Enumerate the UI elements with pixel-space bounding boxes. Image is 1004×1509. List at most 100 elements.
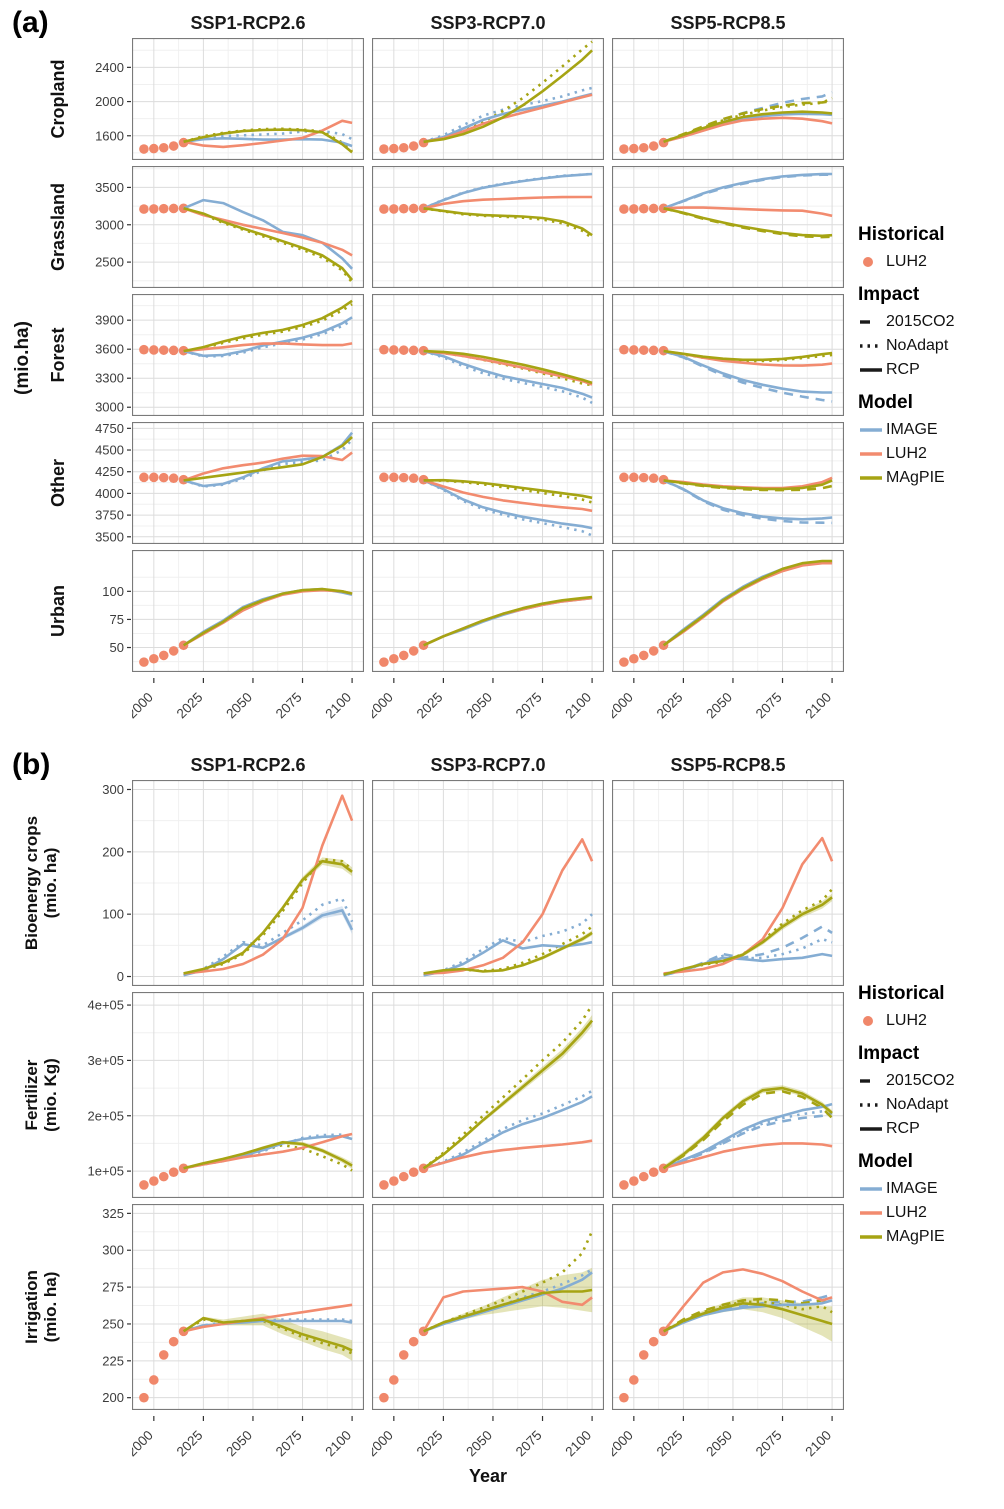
y-axis-strip: 1e+05 2e+05 3e+05 4e+05: [68, 992, 132, 1198]
row-label-cell: Bioenergy crops (mio. ha): [14, 780, 68, 986]
row-cropland: Cropland 1600 2000 2400: [14, 38, 1004, 160]
facet-plot-a-row2-col2: [612, 294, 844, 416]
y-axis-strip: 0 100 200 300: [68, 780, 132, 986]
legend-key-svg: [860, 1079, 882, 1083]
svg-text:3300: 3300: [95, 371, 124, 386]
svg-text:3000: 3000: [95, 217, 124, 232]
legend-item-label: IMAGE: [886, 421, 938, 438]
column-title-ssp1-rcp2-6: SSP1-RCP2.6: [190, 13, 306, 33]
legend-item-rcp: RCP: [858, 358, 1004, 382]
legend-item-label: 2015CO2: [886, 1072, 955, 1089]
svg-text:2050: 2050: [463, 1428, 495, 1460]
row-label-text: Urban: [47, 584, 68, 638]
svg-text:2000: 2000: [132, 690, 156, 722]
legend-item-label: LUH2: [886, 1204, 927, 1221]
row-label-text: Irrigation (mio. ha): [21, 1270, 60, 1344]
legend-item-label: MAgPIE: [886, 1228, 945, 1245]
legend-key-svg: [860, 320, 882, 324]
legend-item-magpie: MAgPIE: [858, 1225, 1004, 1249]
svg-text:2500: 2500: [95, 255, 124, 270]
legend-line-key-icon: [858, 338, 886, 354]
legend-group-title: Impact: [858, 1043, 920, 1064]
y-axis-a-row4: 50 75 100: [102, 584, 131, 655]
svg-text:200: 200: [102, 844, 124, 859]
svg-text:2025: 2025: [414, 1428, 446, 1460]
row-other: Other 3500 3750 4000 4250 4500 4750: [14, 422, 1004, 544]
svg-text:2075: 2075: [273, 1428, 305, 1460]
legend-group-title: Impact: [858, 284, 920, 305]
facet-cell: [372, 38, 604, 160]
facet-cell: [612, 780, 844, 986]
y-axis-strip: 50 75 100: [76, 550, 132, 672]
legend-group-title: Historical: [858, 983, 945, 1004]
svg-text:2400: 2400: [95, 60, 124, 75]
legend-group-title: Model: [858, 392, 913, 413]
legend-item-rcp: RCP: [858, 1117, 1004, 1141]
legend-item-label: NoAdapt: [886, 1096, 949, 1113]
y-axis-a-row1: 2500 3000 3500: [95, 180, 131, 270]
svg-text:275: 275: [102, 1280, 124, 1295]
x-axis-row: 2000 2025 2050 2075 2100 2000 2025 2050 2075 2100…: [14, 1416, 1004, 1464]
legend: Historical LUH2 Impact 2015CO2 NoAdapt RCP Mod…: [858, 224, 1004, 500]
y-axis-strip: 200 225 250 275 300 325: [68, 1204, 132, 1410]
facet-cell: [132, 422, 364, 544]
x-axis-a-col0: 2000 2025 2050 2075 2100: [132, 678, 354, 722]
x-axis-strip: 2000 2025 2050 2075 2100: [132, 678, 364, 726]
facet-cell: [372, 166, 604, 288]
facet-plot-b-row1-col0: [132, 992, 364, 1198]
row-label-cell: Other: [40, 422, 76, 544]
svg-text:2e+05: 2e+05: [87, 1108, 124, 1123]
legend-line-key-icon: [858, 1073, 886, 1089]
facet-cell: [612, 38, 844, 160]
y-axis-a-row2: 3000 3300 3600 3900: [95, 313, 131, 415]
legend-line-key-icon: [858, 422, 886, 438]
panel-a-label: (a): [12, 6, 49, 39]
legend-item-2015co2: 2015CO2: [858, 1069, 1004, 1093]
y-axis-b-row0: 0 100 200 300: [102, 782, 131, 984]
svg-text:2025: 2025: [654, 690, 686, 722]
svg-text:2075: 2075: [273, 690, 305, 722]
legend-group-impact: Impact 2015CO2 NoAdapt RCP: [858, 284, 1004, 382]
x-axis-b-col0: 2000 2025 2050 2075 2100: [132, 1416, 354, 1460]
legend-line-key-icon: [858, 362, 886, 378]
legend-line-key-icon: [858, 1229, 886, 1245]
svg-text:2025: 2025: [174, 690, 206, 722]
legend-item-label: RCP: [886, 361, 920, 378]
svg-text:4500: 4500: [95, 443, 124, 458]
facet-plot-a-row3-col2: [612, 422, 844, 544]
facet-plot-b-row0-col2: [612, 780, 844, 986]
y-axis-b-row2: 200 225 250 275 300 325: [102, 1206, 131, 1405]
svg-text:200: 200: [102, 1390, 124, 1405]
x-axis-b-col2: 2000 2025 2050 2075 2100: [612, 1416, 834, 1460]
svg-text:3750: 3750: [95, 508, 124, 523]
column-title-ssp3-rcp7-0: SSP3-RCP7.0: [430, 755, 546, 775]
legend: Historical LUH2 Impact 2015CO2 NoAdapt RCP Mod…: [858, 983, 1004, 1259]
svg-text:4250: 4250: [95, 464, 124, 479]
column-titles: SSP1-RCP2.6 SSP3-RCP7.0 SSP5-RCP8.5: [14, 6, 1004, 38]
x-axis-row: 2000 2025 2050 2075 2100 2000 2025 2050 2075 2100…: [14, 678, 1004, 726]
svg-text:2075: 2075: [513, 690, 545, 722]
row-label-cell: Cropland: [40, 38, 76, 160]
legend-key-svg: [860, 1103, 882, 1107]
svg-text:2000: 2000: [132, 1428, 156, 1460]
facet-cell: [372, 550, 604, 672]
legend-item-label: LUH2: [886, 445, 927, 462]
svg-text:2000: 2000: [95, 94, 124, 109]
x-axis-strip: 2000 2025 2050 2075 2100: [612, 678, 844, 726]
row-label-text: Cropland: [47, 59, 68, 139]
row-label-text: Fertilizer (mio. Kg): [21, 1058, 60, 1132]
facet-plot-b-row2-col2: [612, 1204, 844, 1410]
svg-text:2050: 2050: [703, 690, 735, 722]
facet-cell: [132, 550, 364, 672]
svg-text:2100: 2100: [802, 1428, 834, 1460]
row-label-text: Other: [47, 458, 68, 508]
y-axis-a-row0: 1600 2000 2400: [95, 60, 131, 143]
svg-text:2050: 2050: [223, 1428, 255, 1460]
facet-cell: [612, 1204, 844, 1410]
svg-text:2000: 2000: [612, 690, 636, 722]
facet-plot-a-row4-col0: [132, 550, 364, 672]
facet-plot-a-row2-col0: [132, 294, 364, 416]
legend-group-title: Historical: [858, 224, 945, 245]
legend-item-2015co2: 2015CO2: [858, 310, 1004, 334]
legend-line-key-icon: [858, 314, 886, 330]
